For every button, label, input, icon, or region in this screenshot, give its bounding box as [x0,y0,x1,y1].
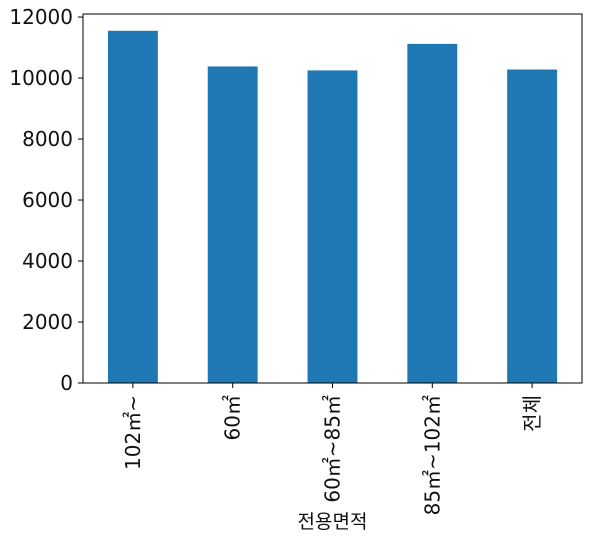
y-tick-label-0: 0 [60,371,73,395]
y-tick-label-6: 12000 [9,5,73,29]
y-tick-label-5: 10000 [9,66,73,90]
bar-0 [107,30,158,383]
bars-group [107,30,558,384]
bar-3 [407,43,458,383]
y-axis-ticks: 0 2000 4000 6000 8000 10000 12000 [9,5,83,395]
y-tick-label-1: 2000 [22,310,73,334]
x-tick-label-4: 전체 [520,395,544,432]
bar-4 [507,69,558,384]
x-tick-label-1: 60㎡ [221,395,245,440]
x-axis-title: 전용면적 [298,511,368,533]
x-tick-label-0: 102㎡~ [121,395,145,470]
x-tick-label-2: 60㎡~85㎡ [321,395,345,503]
y-tick-label-4: 8000 [22,127,73,151]
plot-frame [82,13,583,384]
x-tick-label-3: 85㎡~102㎡ [420,395,444,515]
bar-2 [307,70,358,383]
y-tick-label-3: 6000 [22,188,73,212]
x-axis-ticks: 102㎡~ 60㎡ 60㎡~85㎡ 85㎡~102㎡ 전체 [121,383,544,515]
y-tick-label-2: 4000 [22,249,73,273]
bar-1 [207,66,258,384]
